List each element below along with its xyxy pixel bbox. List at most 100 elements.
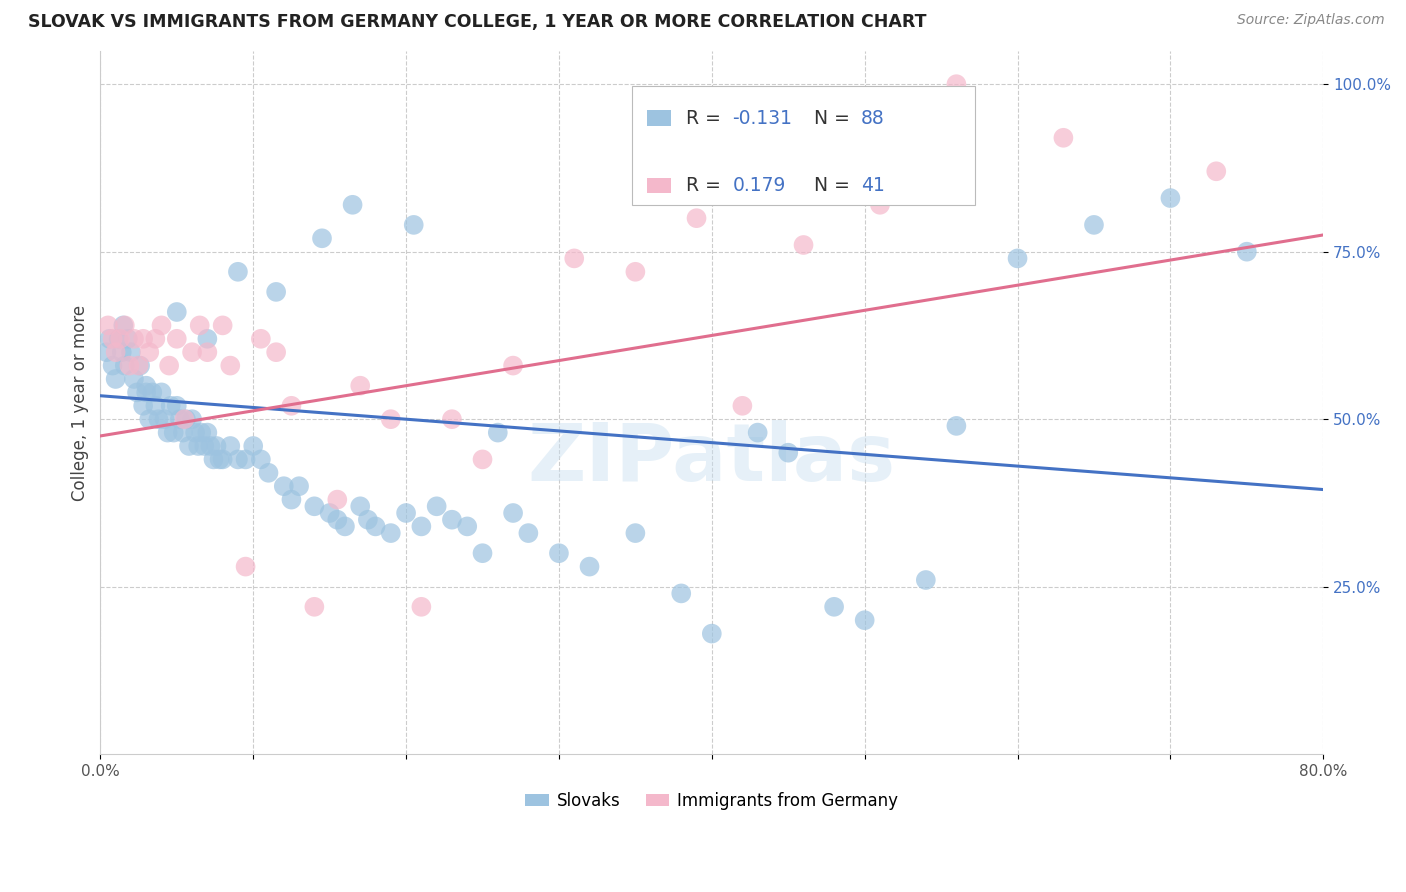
Point: [97, 318, 120, 333]
Point: [135, 385, 157, 400]
Text: R =: R =: [686, 176, 727, 195]
Point: [426, 500, 449, 514]
Point: [117, 332, 139, 346]
Point: [502, 506, 524, 520]
Point: [169, 412, 191, 426]
Point: [138, 412, 160, 426]
Point: [914, 573, 936, 587]
Point: [122, 372, 145, 386]
Point: [138, 345, 160, 359]
Point: [219, 439, 242, 453]
Point: [205, 439, 228, 453]
Point: [172, 425, 194, 440]
Point: [174, 412, 197, 426]
Point: [128, 359, 150, 373]
Point: [122, 332, 145, 346]
Point: [1052, 130, 1074, 145]
Point: [671, 586, 693, 600]
Point: [945, 77, 967, 91]
Point: [101, 359, 124, 373]
Point: [342, 198, 364, 212]
Point: [150, 385, 173, 400]
Point: [304, 500, 326, 514]
Point: [193, 439, 215, 453]
Text: N =: N =: [814, 176, 856, 195]
Point: [250, 332, 273, 346]
Point: [200, 439, 222, 453]
Point: [280, 399, 302, 413]
Point: [1205, 164, 1227, 178]
Point: [195, 332, 218, 346]
Point: [380, 526, 402, 541]
Point: [264, 285, 287, 299]
Point: [624, 265, 647, 279]
Text: R =: R =: [686, 109, 727, 128]
Point: [517, 526, 540, 541]
Point: [471, 452, 494, 467]
Text: 0.179: 0.179: [733, 176, 786, 195]
Point: [471, 546, 494, 560]
Point: [257, 466, 280, 480]
Point: [318, 506, 340, 520]
Point: [869, 198, 891, 212]
Point: [264, 345, 287, 359]
Point: [190, 425, 212, 440]
Point: [326, 513, 349, 527]
Point: [364, 519, 387, 533]
Point: [132, 332, 155, 346]
Point: [107, 332, 129, 346]
Point: [304, 599, 326, 614]
Point: [129, 359, 152, 373]
Point: [333, 519, 356, 533]
Point: [326, 492, 349, 507]
Point: [411, 599, 433, 614]
Point: [148, 412, 170, 426]
Text: ZIPatlas: ZIPatlas: [527, 420, 896, 498]
Point: [163, 425, 186, 440]
Point: [181, 345, 204, 359]
Point: [395, 506, 418, 520]
Point: [135, 378, 157, 392]
Point: [945, 418, 967, 433]
Point: [208, 452, 231, 467]
Point: [456, 519, 478, 533]
FancyBboxPatch shape: [633, 86, 974, 205]
Text: SLOVAK VS IMMIGRANTS FROM GERMANY COLLEGE, 1 YEAR OR MORE CORRELATION CHART: SLOVAK VS IMMIGRANTS FROM GERMANY COLLEG…: [28, 13, 927, 31]
Text: N =: N =: [814, 109, 856, 128]
Point: [157, 359, 180, 373]
Point: [187, 439, 209, 453]
Point: [181, 412, 204, 426]
Point: [114, 359, 136, 373]
Point: [110, 332, 132, 346]
Point: [98, 332, 121, 346]
Point: [166, 332, 188, 346]
Text: -0.131: -0.131: [733, 109, 793, 128]
Point: [132, 399, 155, 413]
Point: [747, 425, 769, 440]
Point: [823, 599, 845, 614]
Point: [219, 359, 242, 373]
Point: [145, 332, 167, 346]
Point: [150, 318, 173, 333]
Point: [242, 439, 264, 453]
Text: 88: 88: [860, 109, 884, 128]
Legend: Slovaks, Immigrants from Germany: Slovaks, Immigrants from Germany: [519, 785, 905, 816]
Point: [173, 412, 195, 426]
Point: [114, 318, 136, 333]
Point: [111, 345, 134, 359]
Point: [1007, 252, 1029, 266]
Point: [731, 399, 754, 413]
Point: [411, 519, 433, 533]
Point: [166, 305, 188, 319]
FancyBboxPatch shape: [647, 111, 671, 126]
Point: [177, 439, 200, 453]
Point: [211, 318, 233, 333]
Point: [311, 231, 333, 245]
Point: [562, 252, 585, 266]
Point: [624, 526, 647, 541]
Point: [226, 452, 249, 467]
Point: [1083, 218, 1105, 232]
Point: [145, 399, 167, 413]
Point: [793, 238, 815, 252]
Point: [96, 345, 118, 359]
